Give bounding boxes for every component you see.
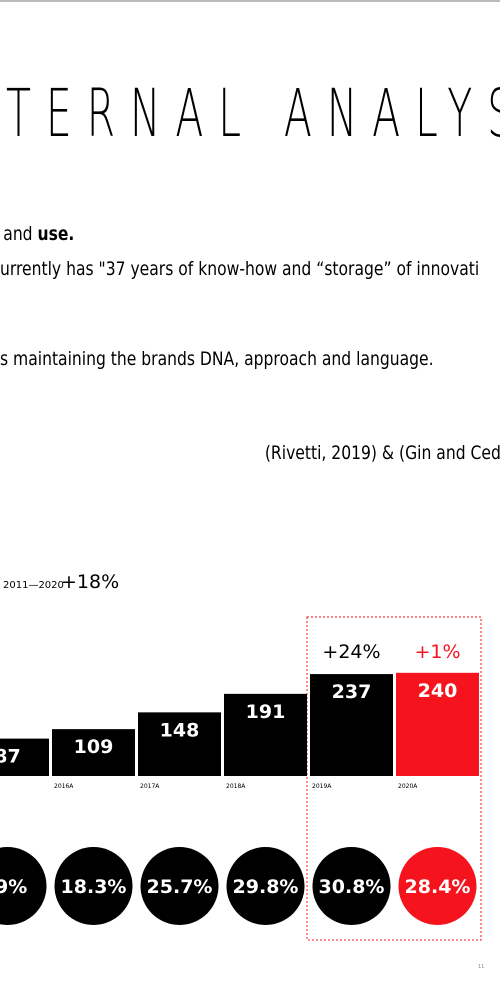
chart-period-growth: +18% (61, 571, 119, 593)
body-bold: use. (38, 224, 75, 246)
x-tick-label: 2018A (226, 783, 246, 790)
circle-label: 29.8% (233, 876, 299, 898)
circle (54, 847, 133, 925)
bar-value-label: 87 (0, 746, 21, 768)
body-line: s maintaining the brands DNA, approach a… (0, 349, 434, 371)
body-text: and (3, 224, 37, 246)
bar-value-label: 148 (160, 719, 200, 741)
circle-label: 25.7% (147, 876, 213, 898)
circle (398, 847, 477, 925)
bar-value-label: 109 (74, 736, 114, 758)
circle (226, 847, 305, 925)
circle (140, 847, 219, 925)
x-tick-label: 2019A (312, 783, 332, 790)
circle-label: 30.8% (319, 876, 385, 898)
chart-period: 2011—2020 (3, 580, 64, 591)
bar (310, 674, 393, 776)
bar-value-label: 240 (418, 680, 458, 702)
x-tick-label: 2017A (140, 783, 160, 790)
bar-value-label: 237 (332, 681, 372, 703)
growth-label: +1% (414, 641, 460, 663)
bar-value-label: 191 (246, 701, 286, 723)
body-line: urrently has "37 years of know-how and “… (0, 259, 479, 281)
page-number: 11 (478, 964, 484, 970)
bar (224, 693, 307, 776)
circle-label: 28.4% (405, 876, 471, 898)
bar (396, 672, 479, 776)
citation: (Rivetti, 2019) & (Gin and Cedrol (265, 443, 500, 465)
circle (0, 847, 47, 925)
top-rule (0, 0, 500, 2)
growth-label: +24% (322, 641, 380, 663)
slide-title: TERNAL ANALYS (6, 75, 500, 152)
circle-label: 18.3% (61, 876, 127, 898)
bar (0, 738, 49, 776)
circle-label: .9% (0, 876, 27, 898)
x-tick-label: 2016A (54, 783, 74, 790)
circle (312, 847, 391, 925)
body-line: and use. (3, 224, 74, 246)
highlight-box (306, 616, 482, 941)
bar (138, 712, 221, 776)
bar (52, 729, 135, 776)
x-tick-label: 2020A (398, 783, 418, 790)
